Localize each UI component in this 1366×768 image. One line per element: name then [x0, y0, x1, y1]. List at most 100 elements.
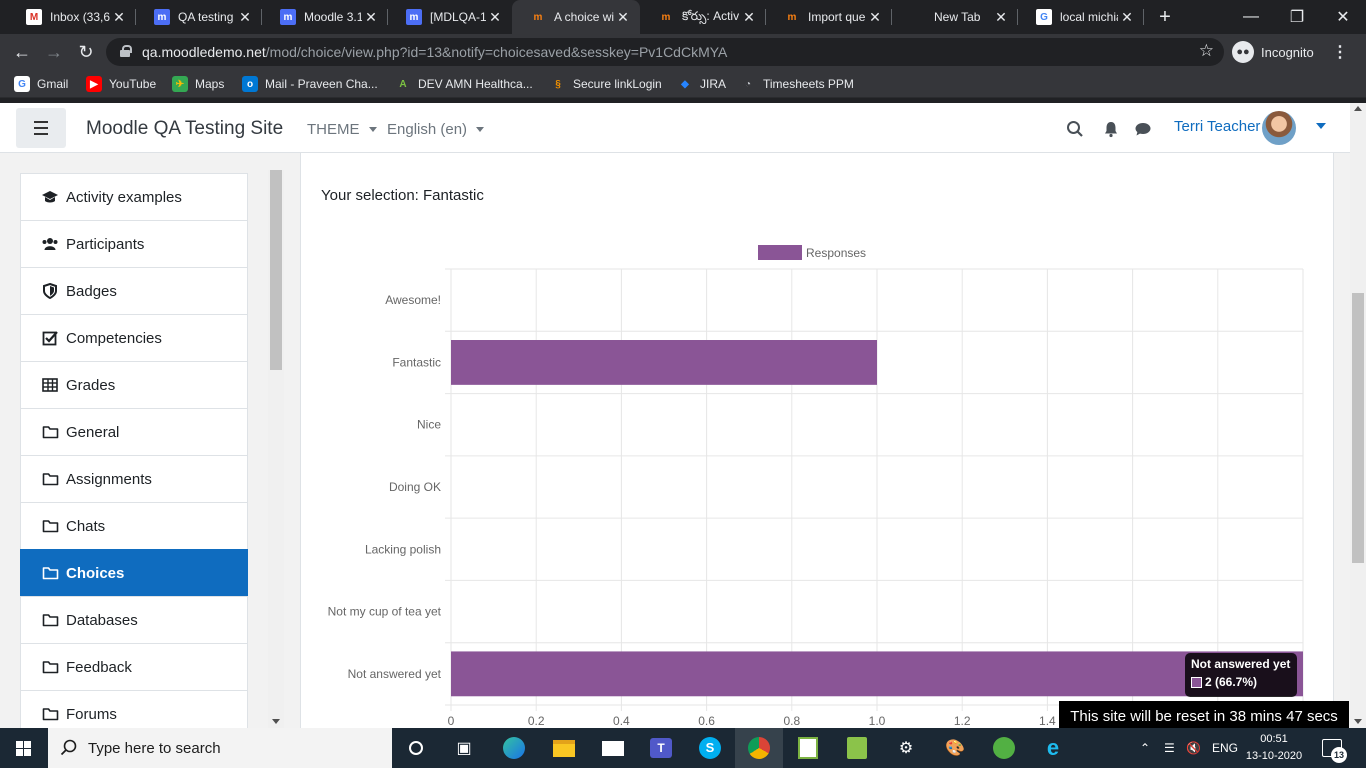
hamburger-menu-button[interactable]: [16, 108, 66, 148]
browser-tab[interactable]: m A choice wi ✕: [512, 0, 640, 34]
scroll-down-arrow-icon[interactable]: [1354, 719, 1362, 724]
new-tab-button[interactable]: +: [1159, 6, 1171, 28]
xbox-icon[interactable]: [980, 728, 1028, 768]
browser-tab[interactable]: m [MDLQA-14✕: [388, 0, 512, 34]
browser-tab[interactable]: m QA testing ✕: [136, 0, 262, 34]
tab-close-icon[interactable]: ✕: [239, 8, 251, 25]
tab-favicon-icon: G: [1036, 9, 1052, 25]
file-tool-icon[interactable]: [833, 728, 881, 768]
sidebar-item-badges[interactable]: Badges: [20, 267, 248, 315]
browser-tab[interactable]: m Import que ✕: [766, 0, 892, 34]
taskbar-search-box[interactable]: Type here to search: [48, 728, 392, 768]
spreadsheet-app-icon[interactable]: [784, 728, 832, 768]
bell-icon[interactable]: [1102, 120, 1120, 138]
bookmark-item[interactable]: A DEV AMN Healthca...: [395, 75, 532, 93]
messages-icon[interactable]: [1134, 120, 1152, 138]
sidebar-item-choices[interactable]: Choices: [20, 549, 248, 597]
page-scrollbar-thumb[interactable]: [1352, 293, 1364, 563]
sidebar-item-label: General: [66, 423, 120, 441]
sidebar-item-feedback[interactable]: Feedback: [20, 643, 248, 691]
avatar[interactable]: [1262, 111, 1296, 145]
minimize-button[interactable]: —: [1243, 8, 1259, 25]
chrome-icon[interactable]: [735, 728, 783, 768]
sidebar-item-general[interactable]: General: [20, 408, 248, 456]
sidebar-scrollbar-thumb[interactable]: [270, 170, 282, 370]
bookmark-favicon-icon: §: [555, 78, 561, 90]
user-menu-chevron-icon[interactable]: [1316, 123, 1326, 129]
bookmark-item[interactable]: G Gmail: [14, 75, 68, 93]
edge-icon[interactable]: [490, 728, 538, 768]
sidebar-item-grades[interactable]: Grades: [20, 361, 248, 409]
search-icon[interactable]: [1066, 120, 1084, 138]
windows-start-icon[interactable]: [0, 728, 48, 768]
tab-close-icon[interactable]: ✕: [617, 8, 629, 25]
tab-close-icon[interactable]: ✕: [1121, 8, 1133, 25]
sidebar-item-chats[interactable]: Chats: [20, 502, 248, 550]
user-name[interactable]: Terri Teacher: [1174, 118, 1261, 135]
bar-not-answered-yet[interactable]: [451, 651, 1303, 697]
bookmark-item[interactable]: ◔ Timesheets PPM: [740, 75, 854, 93]
bar-fantastic[interactable]: [451, 340, 877, 385]
settings-gear-icon[interactable]: ⚙: [898, 740, 914, 757]
language-menu[interactable]: English (en): [387, 121, 485, 138]
maximize-button[interactable]: ❐: [1289, 9, 1305, 26]
language-indicator[interactable]: ENG: [1212, 741, 1239, 755]
sidebar-item-competencies[interactable]: Competencies: [20, 314, 248, 362]
tab-close-icon[interactable]: ✕: [113, 8, 125, 25]
sidebar-item-activity-examples[interactable]: Activity examples: [20, 173, 248, 221]
sidebar-item-label: Grades: [66, 376, 116, 394]
reload-icon[interactable]: ↻: [78, 41, 94, 62]
teams-icon[interactable]: T: [637, 728, 685, 768]
browser-tab[interactable]: New Tab ✕: [892, 0, 1018, 34]
sidebar-item-databases[interactable]: Databases: [20, 596, 248, 644]
window-close-button[interactable]: ✕: [1336, 9, 1350, 26]
sidebar-item-forums[interactable]: Forums: [20, 690, 248, 728]
bookmark-item[interactable]: ✈ Maps: [172, 75, 224, 93]
browser-tab[interactable]: m Moodle 3.1 ✕: [262, 0, 388, 34]
sidebar-item-participants[interactable]: Participants: [20, 220, 248, 268]
paint-icon[interactable]: 🎨: [945, 740, 965, 757]
site-name[interactable]: Moodle QA Testing Site: [86, 118, 284, 139]
bookmark-star-icon[interactable]: ☆: [1198, 41, 1214, 60]
skype-icon[interactable]: S: [686, 728, 734, 768]
toolbar-divider: [0, 98, 1366, 103]
cortana-icon[interactable]: [392, 728, 440, 768]
notification-center-icon[interactable]: 13: [1322, 728, 1347, 768]
tray-chevron-up-icon[interactable]: ⌃: [1140, 741, 1151, 755]
bookmark-item[interactable]: § Secure linkLogin: [550, 75, 662, 93]
tab-close-icon[interactable]: ✕: [743, 8, 755, 25]
task-view-icon[interactable]: ▣: [456, 740, 472, 757]
browser-tab[interactable]: m కోర్సు: Activ ✕: [640, 0, 766, 34]
scroll-down-arrow-icon[interactable]: [272, 719, 280, 724]
browser-tab[interactable]: M Inbox (33,6 ✕: [8, 0, 136, 34]
url-text[interactable]: qa.moodledemo.net/mod/choice/view.php?id…: [142, 44, 728, 60]
sidebar-scrollbar[interactable]: [268, 170, 284, 728]
tab-close-icon[interactable]: ✕: [489, 8, 501, 25]
browser-menu-icon[interactable]: ⋮: [1332, 44, 1348, 61]
volume-muted-icon[interactable]: 🔇: [1186, 741, 1201, 755]
bookmark-item[interactable]: ▶ YouTube: [86, 75, 156, 93]
legend-label[interactable]: Responses: [806, 246, 866, 260]
tab-close-icon[interactable]: ✕: [365, 8, 377, 25]
forward-arrow-icon[interactable]: →: [45, 41, 63, 62]
taskbar-clock[interactable]: 00:51 13-10-2020: [1244, 731, 1304, 765]
theme-menu[interactable]: THEME: [307, 121, 377, 138]
page-scrollbar[interactable]: [1350, 103, 1366, 728]
bookmark-item[interactable]: ◆ JIRA: [677, 75, 726, 93]
sidebar-item-assignments[interactable]: Assignments: [20, 455, 248, 503]
mail-icon[interactable]: [589, 728, 637, 768]
bookmark-item[interactable]: o Mail - Praveen Cha...: [242, 75, 378, 93]
x-tick-label: 1.4: [1039, 714, 1056, 728]
file-explorer-icon[interactable]: [540, 728, 588, 768]
tab-close-icon[interactable]: ✕: [869, 8, 881, 25]
bookmark-label: Secure linkLogin: [573, 77, 662, 91]
back-arrow-icon[interactable]: ←: [13, 41, 31, 62]
incognito-indicator[interactable]: ●● Incognito: [1232, 40, 1314, 64]
address-bar[interactable]: qa.moodledemo.net/mod/choice/view.php?id…: [106, 38, 1224, 66]
scroll-up-arrow-icon[interactable]: [1354, 106, 1362, 111]
tab-close-icon[interactable]: ✕: [995, 8, 1007, 25]
lock-icon[interactable]: [120, 45, 132, 57]
internet-explorer-icon[interactable]: e: [1046, 735, 1060, 760]
network-icon[interactable]: ☰: [1164, 741, 1175, 755]
